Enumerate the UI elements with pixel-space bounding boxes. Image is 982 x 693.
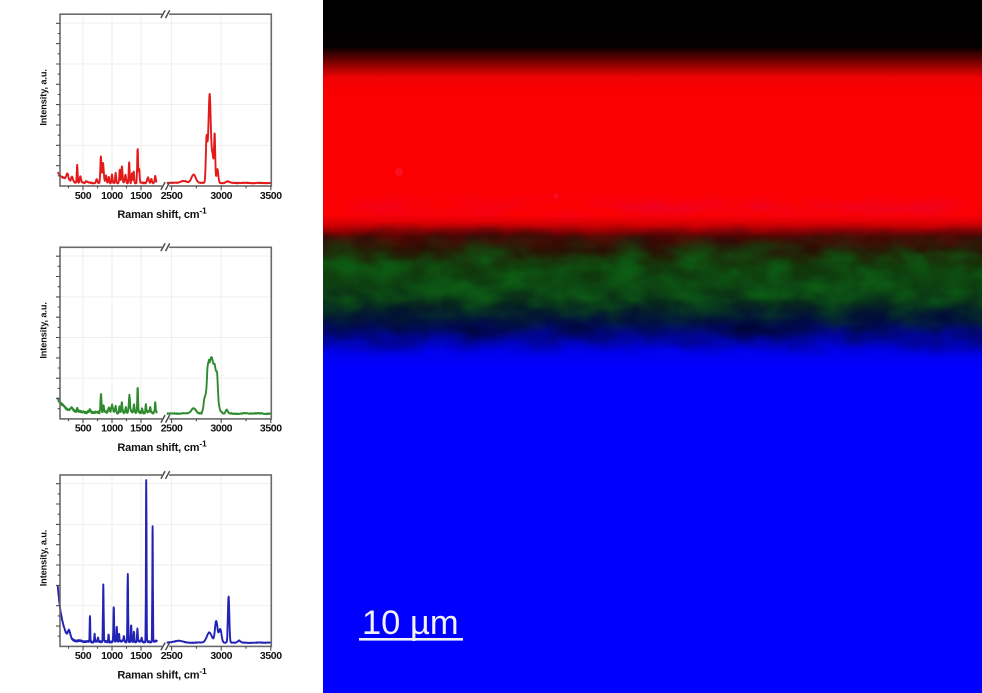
svg-text:Raman shift, cm-1: Raman shift, cm-1 [117, 438, 207, 454]
svg-text:3500: 3500 [260, 650, 282, 662]
svg-text:2500: 2500 [161, 650, 183, 662]
svg-text:Raman shift, cm-1: Raman shift, cm-1 [117, 666, 207, 682]
svg-text:3500: 3500 [260, 423, 282, 435]
svg-text:3000: 3000 [210, 650, 232, 662]
svg-text:1500: 1500 [130, 190, 152, 202]
svg-text:10 µm: 10 µm [362, 604, 459, 642]
svg-text:3000: 3000 [210, 190, 232, 202]
svg-text:500: 500 [75, 650, 92, 662]
svg-text:1500: 1500 [130, 650, 152, 662]
svg-text:Intensity, a.u.: Intensity, a.u. [39, 69, 49, 126]
svg-text:1500: 1500 [130, 423, 152, 435]
svg-text:Raman shift, cm-1: Raman shift, cm-1 [117, 206, 207, 222]
svg-text:500: 500 [75, 423, 92, 435]
svg-text:1000: 1000 [101, 423, 123, 435]
svg-text:Intensity, a.u.: Intensity, a.u. [39, 530, 49, 587]
svg-text:3000: 3000 [210, 423, 232, 435]
svg-text:2500: 2500 [161, 423, 183, 435]
svg-text:3500: 3500 [260, 190, 282, 202]
svg-text:1000: 1000 [101, 650, 123, 662]
svg-text:1000: 1000 [101, 190, 123, 202]
svg-text:500: 500 [75, 190, 92, 202]
svg-text:2500: 2500 [161, 190, 183, 202]
svg-text:Intensity, a.u.: Intensity, a.u. [39, 302, 49, 359]
